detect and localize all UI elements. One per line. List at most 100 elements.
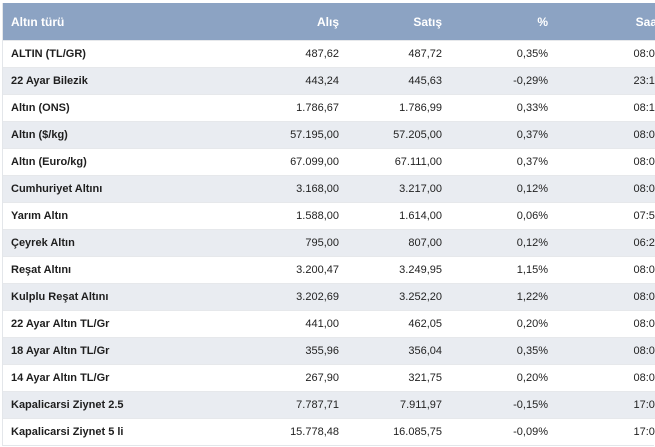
cell-sell: 807,00 [339,229,442,257]
cell-buy: 15.778,48 [221,418,339,445]
cell-time: 08:04 [548,40,655,68]
cell-gold-type: Kapalicarsi Ziynet 5 li [3,418,221,445]
cell-sell: 3.249,95 [339,256,442,284]
cell-time: 08:03 [548,283,655,311]
table-row: Yarım Altın 1.588,00 1.614,00 0,06% 07:5… [3,202,655,230]
cell-gold-type: Altın (ONS) [3,94,221,122]
cell-gold-type: Kapalicarsi Ziynet 2.5 [3,391,221,419]
cell-change-percent: 0,20% [442,310,548,338]
table-row: Kapalicarsi Ziynet 2.5 7.787,71 7.911,97… [3,391,655,419]
header-row: Altın türü Alış Satış % Saat [3,3,655,41]
table-row: Çeyrek Altın 795,00 807,00 0,12% 06:20 [3,229,655,257]
cell-time: 08:19 [548,94,655,122]
cell-time: 06:20 [548,229,655,257]
cell-buy: 57.195,00 [221,121,339,149]
cell-change-percent: -0,09% [442,418,548,445]
table-row: Altın (Euro/kg) 67.099,00 67.111,00 0,37… [3,148,655,176]
cell-gold-type: 22 Ayar Altın TL/Gr [3,310,221,338]
cell-change-percent: 0,37% [442,121,548,149]
cell-gold-type: ALTIN (TL/GR) [3,40,221,68]
cell-sell: 57.205,00 [339,121,442,149]
cell-sell: 1.786,99 [339,94,442,122]
cell-change-percent: -0,29% [442,67,548,95]
cell-change-percent: 0,37% [442,148,548,176]
cell-gold-type: 14 Ayar Altın TL/Gr [3,364,221,392]
cell-time: 17:06 [548,391,655,419]
cell-change-percent: -0,15% [442,391,548,419]
table-bottom-divider [3,445,653,446]
cell-change-percent: 0,06% [442,202,548,230]
cell-buy: 1.588,00 [221,202,339,230]
gold-price-table-container: Altın türü Alış Satış % Saat ALTIN (TL/G… [2,3,655,446]
cell-gold-type: Altın ($/kg) [3,121,221,149]
cell-change-percent: 0,35% [442,337,548,365]
cell-buy: 67.099,00 [221,148,339,176]
table-row: Cumhuriyet Altını 3.168,00 3.217,00 0,12… [3,175,655,203]
cell-buy: 355,96 [221,337,339,365]
table-row: 22 Ayar Altın TL/Gr 441,00 462,05 0,20% … [3,310,655,338]
table-row: ALTIN (TL/GR) 487,62 487,72 0,35% 08:04 [3,40,655,68]
cell-buy: 3.200,47 [221,256,339,284]
cell-buy: 267,90 [221,364,339,392]
table-row: 14 Ayar Altın TL/Gr 267,90 321,75 0,20% … [3,364,655,392]
cell-buy: 7.787,71 [221,391,339,419]
header-change-percent[interactable]: % [537,14,548,29]
cell-time: 07:57 [548,202,655,230]
cell-sell: 321,75 [339,364,442,392]
cell-gold-type: Altın (Euro/kg) [3,148,221,176]
table-row: Kulplu Reşat Altını 3.202,69 3.252,20 1,… [3,283,655,311]
header-sell[interactable]: Satış [413,14,442,29]
cell-sell: 462,05 [339,310,442,338]
cell-time: 08:04 [548,310,655,338]
table-header: Altın türü Alış Satış % Saat [3,3,655,41]
cell-gold-type: 18 Ayar Altın TL/Gr [3,337,221,365]
cell-time: 08:04 [548,148,655,176]
header-time[interactable]: Saat [635,14,655,29]
cell-sell: 487,72 [339,40,442,68]
cell-buy: 1.786,67 [221,94,339,122]
cell-time: 08:03 [548,256,655,284]
cell-gold-type: Kulplu Reşat Altını [3,283,221,311]
cell-sell: 67.111,00 [339,148,442,176]
cell-time: 08:04 [548,364,655,392]
cell-buy: 3.202,69 [221,283,339,311]
cell-gold-type: Reşat Altını [3,256,221,284]
cell-sell: 356,04 [339,337,442,365]
cell-gold-type: Çeyrek Altın [3,229,221,257]
cell-sell: 445,63 [339,67,442,95]
cell-change-percent: 1,15% [442,256,548,284]
table-row: 22 Ayar Bilezik 443,24 445,63 -0,29% 23:… [3,67,655,95]
cell-time: 23:15 [548,67,655,95]
cell-gold-type: 22 Ayar Bilezik [3,67,221,95]
cell-change-percent: 0,20% [442,364,548,392]
table-row: 18 Ayar Altın TL/Gr 355,96 356,04 0,35% … [3,337,655,365]
gold-price-table: Altın türü Alış Satış % Saat ALTIN (TL/G… [3,3,655,445]
cell-time: 08:03 [548,175,655,203]
cell-sell: 1.614,00 [339,202,442,230]
cell-buy: 795,00 [221,229,339,257]
table-row: Reşat Altını 3.200,47 3.249,95 1,15% 08:… [3,256,655,284]
table-row: Altın (ONS) 1.786,67 1.786,99 0,33% 08:1… [3,94,655,122]
header-gold-type[interactable]: Altın türü [11,14,65,29]
cell-change-percent: 0,33% [442,94,548,122]
cell-gold-type: Yarım Altın [3,202,221,230]
cell-time: 08:03 [548,337,655,365]
cell-time: 08:04 [548,121,655,149]
table-body: ALTIN (TL/GR) 487,62 487,72 0,35% 08:04 … [3,40,655,445]
table-row: Kapalicarsi Ziynet 5 li 15.778,48 16.085… [3,418,655,445]
cell-change-percent: 0,12% [442,229,548,257]
header-buy[interactable]: Alış [316,14,339,29]
table-row: Altın ($/kg) 57.195,00 57.205,00 0,37% 0… [3,121,655,149]
cell-sell: 16.085,75 [339,418,442,445]
cell-gold-type: Cumhuriyet Altını [3,175,221,203]
cell-change-percent: 1,22% [442,283,548,311]
cell-time: 17:00 [548,418,655,445]
cell-buy: 3.168,00 [221,175,339,203]
cell-buy: 443,24 [221,67,339,95]
cell-sell: 3.217,00 [339,175,442,203]
cell-buy: 487,62 [221,40,339,68]
cell-change-percent: 0,12% [442,175,548,203]
cell-sell: 3.252,20 [339,283,442,311]
cell-sell: 7.911,97 [339,391,442,419]
cell-change-percent: 0,35% [442,40,548,68]
